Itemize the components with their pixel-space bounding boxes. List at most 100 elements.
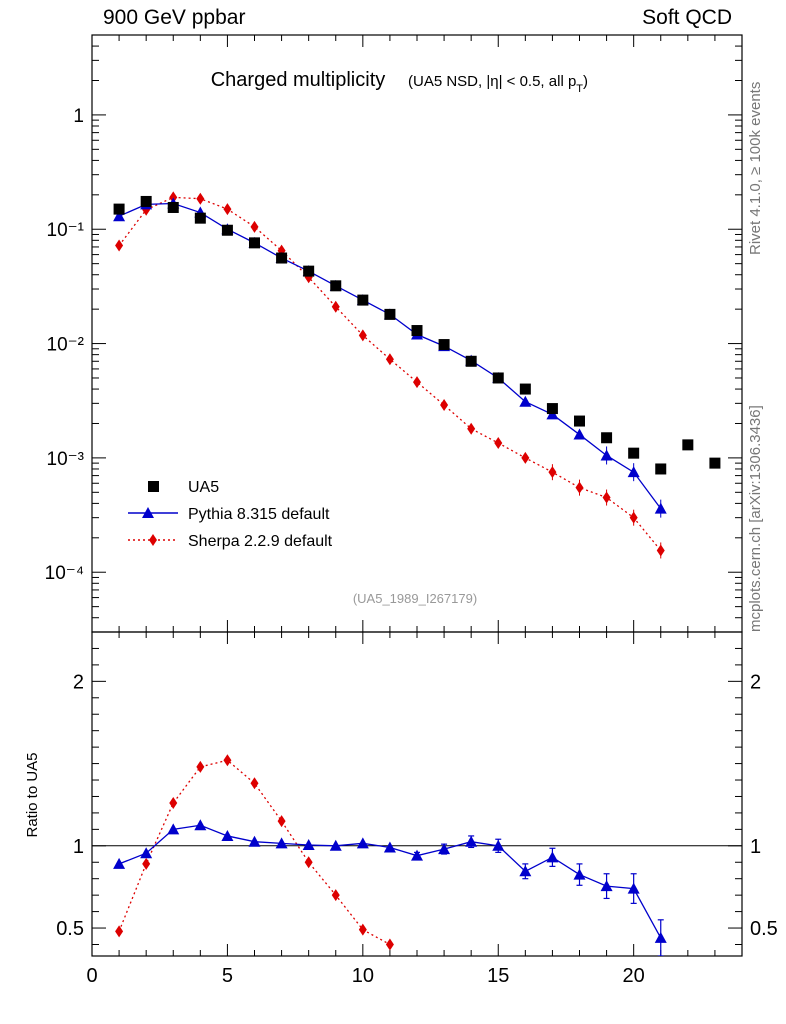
legend-label-ua5: UA5 <box>188 479 219 496</box>
ua5-point <box>438 339 450 351</box>
x-tick-label: 20 <box>623 965 645 987</box>
ua5-point <box>465 355 477 367</box>
ua5-point <box>167 201 179 213</box>
sherpa-point <box>440 399 449 412</box>
sherpa-point <box>656 544 665 557</box>
ratio-plot-marks <box>113 754 667 956</box>
ua5-point <box>276 252 288 264</box>
ua5-point <box>221 224 233 236</box>
pythia-ratio-point <box>113 857 126 869</box>
pythia-ratio-point <box>654 931 667 943</box>
ua5-point <box>194 212 206 224</box>
pythia-ratio-point <box>221 829 234 841</box>
pythia-ratio-point <box>248 835 261 847</box>
pythia-ratio-point <box>627 882 640 894</box>
y-tick-label-ratio-right: 2 <box>750 671 761 693</box>
header-right: Soft QCD <box>642 6 732 29</box>
sherpa-point <box>548 466 557 479</box>
ua5-point <box>384 308 396 320</box>
analysis-id: (UA5_1989_I267179) <box>353 591 477 606</box>
sherpa-point <box>521 451 530 464</box>
ua5-point <box>113 203 125 215</box>
sherpa-ratio-point <box>142 857 151 870</box>
sherpa-ratio-point <box>304 856 313 869</box>
ua5-point <box>357 294 369 306</box>
sherpa-point <box>250 220 259 233</box>
pythia-ratio-point <box>167 823 180 835</box>
sherpa-ratio-point <box>223 754 232 767</box>
y-tick-label-main: 10⁻² <box>47 335 85 356</box>
sherpa-point <box>575 481 584 494</box>
sherpa-point <box>629 511 638 524</box>
y-tick-label-ratio: 0.5 <box>56 918 84 940</box>
y-tick-label-main: 10⁻³ <box>47 449 85 470</box>
pythia-ratio-point <box>383 841 396 853</box>
x-tick-label: 15 <box>487 965 509 987</box>
x-tick-label: 10 <box>352 965 374 987</box>
ua5-point <box>546 403 558 415</box>
ua5-point <box>574 415 585 427</box>
sherpa-ratio-line <box>118 759 391 946</box>
legend-marker-pythia <box>142 507 154 518</box>
pythia-point <box>573 428 586 440</box>
sherpa-point <box>494 436 503 449</box>
sherpa-point <box>385 353 394 366</box>
sherpa-point <box>467 422 476 435</box>
pythia-point <box>627 466 640 478</box>
sherpa-point <box>602 491 611 504</box>
y-tick-label-ratio-right: 0.5 <box>750 918 778 940</box>
y-tick-label-main: 10⁻⁴ <box>45 563 84 584</box>
ua5-point <box>519 383 531 395</box>
ua5-point <box>492 372 504 384</box>
sherpa-point <box>115 239 124 252</box>
pythia-ratio-point <box>573 868 586 880</box>
sherpa-ratio-point <box>250 777 259 790</box>
axis-ticks: 0 5 10 15 20 10⁻⁴ 10⁻³ 10⁻² 10⁻¹ 1 0.5 0.5 1 1 2 2 <box>45 34 778 987</box>
chart-title: Charged multiplicity <box>211 69 386 91</box>
pythia-ratio-point <box>329 839 342 851</box>
y-tick-label-main: 1 <box>73 106 84 127</box>
pythia-ratio-point <box>600 880 613 892</box>
legend-label-sherpa: Sherpa 2.2.9 default <box>188 533 333 550</box>
pythia-ratio-point <box>194 819 207 831</box>
sherpa-point <box>358 329 367 342</box>
sherpa-ratio-point <box>385 938 394 951</box>
main-plot-marks <box>113 191 721 559</box>
pythia-point <box>519 395 532 407</box>
pythia-ratio-point <box>356 837 369 849</box>
sherpa-point <box>413 376 421 389</box>
sherpa-ratio-point <box>331 889 340 902</box>
y-tick-label-main: 10⁻¹ <box>47 220 85 241</box>
pythia-ratio-point <box>275 837 288 849</box>
ua5-point <box>330 280 342 292</box>
pythia-ratio-point <box>140 847 153 859</box>
y-tick-label-ratio: 2 <box>73 671 84 693</box>
ua5-point <box>303 265 315 277</box>
sherpa-point <box>223 203 232 216</box>
sherpa-point <box>196 192 205 205</box>
pythia-point <box>113 210 126 222</box>
ua5-point <box>601 432 613 444</box>
ua5-point <box>709 457 721 469</box>
ua5-point <box>655 463 667 475</box>
pythia-ratio-point <box>465 835 478 847</box>
sherpa-ratio-point <box>277 815 286 828</box>
ratio-clipped <box>113 754 667 956</box>
ua5-point <box>628 447 640 459</box>
sherpa-line <box>118 196 662 551</box>
pythia-ratio-point <box>492 839 505 851</box>
x-tick-label: 0 <box>86 965 97 987</box>
legend-label-pythia: Pythia 8.315 default <box>188 506 330 523</box>
pythia-ratio-point <box>411 849 423 861</box>
pythia-point <box>654 502 667 514</box>
header-left: 900 GeV ppbar <box>103 6 246 29</box>
ua5-point <box>682 439 694 451</box>
legend: UA5 Pythia 8.315 default Sherpa 2.2.9 de… <box>128 479 333 550</box>
pythia-ratio-point <box>546 851 559 863</box>
ratio-y-label: Ratio to UA5 <box>24 752 41 837</box>
sherpa-ratio-point <box>196 760 205 773</box>
pythia-ratio-point <box>438 843 451 855</box>
legend-marker-ua5 <box>148 481 159 492</box>
pythia-ratio-point <box>302 838 315 850</box>
pythia-ratio-point <box>519 865 532 877</box>
